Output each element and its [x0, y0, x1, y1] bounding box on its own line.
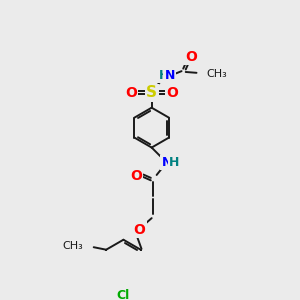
- Text: N: N: [165, 69, 175, 82]
- Text: S: S: [146, 85, 157, 100]
- Text: O: O: [133, 223, 145, 237]
- Text: O: O: [185, 50, 197, 64]
- Text: O: O: [130, 169, 142, 183]
- Text: Cl: Cl: [117, 289, 130, 300]
- Text: O: O: [125, 86, 137, 100]
- Text: O: O: [167, 86, 178, 100]
- Text: CH₃: CH₃: [206, 69, 227, 79]
- Text: H: H: [169, 156, 179, 169]
- Text: N: N: [161, 156, 172, 169]
- Text: H: H: [159, 69, 169, 82]
- Text: CH₃: CH₃: [62, 241, 83, 250]
